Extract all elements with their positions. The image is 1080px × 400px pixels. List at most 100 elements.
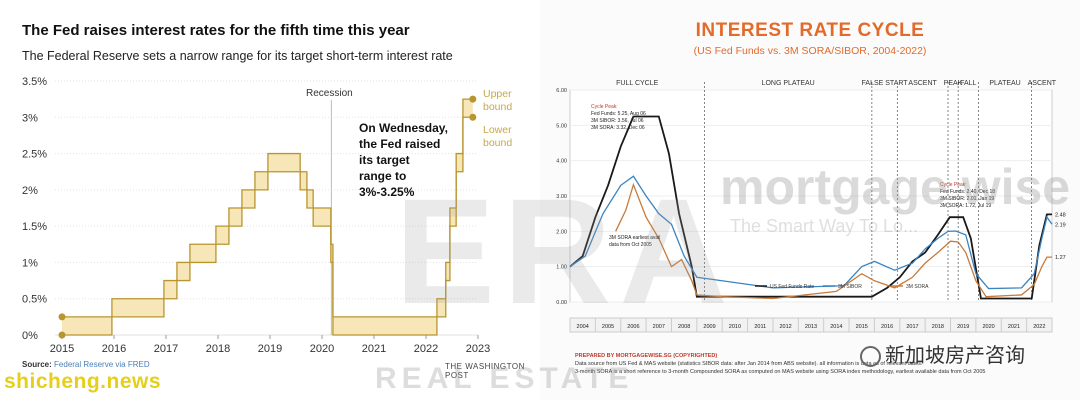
phase-label: FALL: [960, 80, 976, 87]
recession-label: Recession: [306, 88, 353, 99]
cycle-chart-subtitle: (US Fed Funds vs. 3M SORA/SIBOR, 2004-20…: [693, 45, 927, 57]
x-tick-label: 2012: [780, 324, 792, 330]
y-tick-label: 2%: [22, 185, 38, 197]
upper-bound-label: bound: [483, 101, 512, 113]
x-tick-label: 2020: [982, 324, 994, 330]
lower-bound-label: bound: [483, 137, 512, 149]
y-tick-label: 2.00: [556, 229, 567, 235]
x-tick-label: 2015: [856, 324, 868, 330]
source-note: Source: Federal Reserve via FRED: [22, 360, 150, 369]
chart-title: The Fed raises interest rates for the fi…: [22, 22, 410, 39]
start-point-upper: [58, 313, 66, 321]
y-tick-label: 3.5%: [22, 76, 47, 88]
cycle-peak-annotation: Fed Funds: 2.40, Dec 18: [940, 189, 995, 195]
x-tick-label: 2018: [932, 324, 944, 330]
x-tick-label: 2008: [678, 324, 690, 330]
x-tick-label: 2013: [805, 324, 817, 330]
phase-label: PLATEAU: [989, 80, 1020, 87]
footer-line-1: Data source from US Fed & MAS website (s…: [575, 361, 923, 367]
upper-bound-line: [62, 98, 473, 318]
real-estate-watermark: REAL ESTATE: [375, 362, 634, 395]
x-tick-label: 2014: [830, 324, 842, 330]
x-tick-label: 2022: [1033, 324, 1045, 330]
y-tick-label: 3%: [22, 112, 38, 124]
x-tick-label: 2020: [310, 343, 334, 355]
callout-text: 3%-3.25%: [359, 185, 415, 199]
y-tick-label: 0.5%: [22, 294, 47, 306]
legend-label: US Fed Funds Rate: [770, 284, 814, 290]
cycle-peak-annotation: 3M SIBOR: 3.56, Jul 06: [591, 118, 644, 124]
credit: THE WASHINGTON POST: [445, 362, 525, 380]
chart-subtitle: The Federal Reserve sets a narrow range …: [22, 49, 453, 63]
x-tick-label: 2017: [906, 324, 918, 330]
wechat-watermark: 新加坡房产咨询: [860, 339, 1025, 368]
cycle-chart-title: INTEREST RATE CYCLE: [695, 20, 925, 41]
x-tick-label: 2021: [362, 343, 386, 355]
fed-chart-panel: The Fed raises interest rates for the fi…: [22, 22, 525, 380]
phase-label: FULL CYCLE: [616, 80, 658, 87]
end-value-label: 1.27: [1055, 255, 1066, 261]
series-line: [569, 115, 1052, 300]
x-tick-label: 2017: [154, 343, 178, 355]
upper-bound-label: Upper: [483, 88, 512, 100]
lower-bound-label: Lower: [483, 124, 512, 136]
interest-cycle-panel: INTEREST RATE CYCLE (US Fed Funds vs. 3M…: [540, 0, 1080, 400]
y-tick-label: 0%: [22, 330, 38, 342]
y-tick-label: 1.5%: [22, 221, 47, 233]
callout-text: On Wednesday,: [359, 121, 448, 135]
phase-label: ASCENT: [1028, 80, 1057, 87]
x-tick-label: 2005: [602, 324, 614, 330]
series-line: [569, 175, 1053, 290]
cycle-peak-annotation: Cycle Peak:: [940, 182, 967, 188]
era-watermark: ERA: [395, 167, 736, 335]
y-tick-label: 3.00: [556, 194, 567, 200]
interest-cycle-chart: 0.00 1.00 2.00 3.00 4.00 5.00 6.00 2004 2005 2006…: [556, 80, 1066, 333]
source-label: Source:: [22, 360, 52, 369]
series-line: [615, 182, 1052, 300]
start-point-lower: [58, 331, 66, 339]
phase-label: LONG PLATEAU: [762, 80, 815, 87]
footer-line-2: 3-month SORA is a short reference to 3-m…: [575, 369, 986, 375]
sora-note: data from Oct 2005: [609, 242, 652, 248]
y-tick-label: 0.00: [556, 300, 567, 306]
wechat-text: 新加坡房产咨询: [885, 345, 1025, 367]
x-tick-label: 2004: [577, 324, 589, 330]
tagline-watermark: The Smart Way To Lo...: [730, 216, 919, 236]
sora-note: 3M SORA earliest avail: [609, 235, 660, 241]
x-tick-label: 2022: [414, 343, 438, 355]
phase-label: FALSE START: [862, 80, 909, 87]
legend-label: 3M SIBOR: [838, 284, 862, 290]
callout-text: the Fed raised: [359, 137, 440, 151]
cycle-peak-annotation: 3M SIBOR: 2.01, Jan 19: [940, 196, 994, 202]
lower-bound-line: [62, 116, 473, 336]
x-tick-label: 2009: [703, 324, 715, 330]
prepared-by: PREPARED BY MORTGAGEWISE.SG (COPYRIGHTED…: [575, 353, 718, 359]
fed-rate-chart: 0% 0.5% 1% 1.5% 2% 2.5% 3% 3.5% 2015 2016 2017 2018…: [22, 76, 512, 355]
callout-text: its target: [359, 153, 410, 167]
x-tick-label: 2016: [102, 343, 126, 355]
x-tick-label: 2007: [653, 324, 665, 330]
y-tick-label: 5.00: [556, 123, 567, 129]
x-tick-label: 2006: [627, 324, 639, 330]
y-tick-label: 2.5%: [22, 149, 47, 161]
y-tick-label: 1%: [22, 257, 38, 269]
x-tick-label: 2018: [206, 343, 230, 355]
mortgage-watermark: mortgage wise: [720, 159, 1071, 215]
callout-text: range to: [359, 169, 406, 183]
x-tick-label: 2011: [754, 324, 766, 330]
cycle-peak-annotation: 3M SORA: 3.32, Dec 06: [591, 125, 645, 131]
legend-label: 3M SORA: [906, 284, 929, 290]
phase-label: ASCENT: [908, 80, 937, 87]
source-value: Federal Reserve via FRED: [54, 360, 150, 369]
cycle-peak-annotation: Cycle Peak:: [591, 104, 618, 110]
cycle-peak-annotation: 3M SORA: 1.72, Jul 19: [940, 203, 991, 209]
cycle-peak-annotation: Fed Funds: 5.25, Aug 06: [591, 111, 646, 117]
end-value-label: 2.48: [1055, 212, 1066, 218]
end-point-upper: [469, 95, 477, 103]
x-tick-label: 2019: [258, 343, 282, 355]
x-tick-label: 2019: [957, 324, 969, 330]
x-tick-label: 2023: [466, 343, 490, 355]
x-tick-label: 2021: [1008, 324, 1020, 330]
x-tick-label: 2010: [729, 324, 741, 330]
end-point-lower: [469, 113, 477, 121]
